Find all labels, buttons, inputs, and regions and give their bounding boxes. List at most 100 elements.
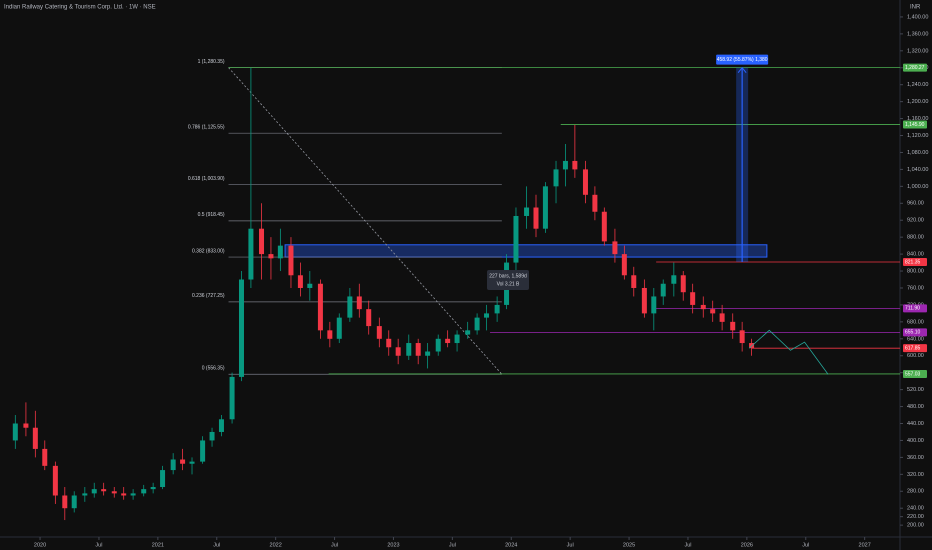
y-tick-label: 1,160.00 <box>907 116 928 122</box>
y-tick-label: 1,240.00 <box>907 82 928 88</box>
price-tag <box>903 328 927 337</box>
y-tick-label: 440.00 <box>907 421 924 427</box>
candle-body <box>248 228 254 280</box>
price-tag <box>903 369 927 378</box>
x-tick-label: Jul <box>331 542 338 548</box>
price-tag-label: 1,280.27 <box>905 65 925 71</box>
candle-body <box>130 493 136 496</box>
candle-body <box>425 351 431 356</box>
y-tick-label: 1,040.00 <box>907 167 928 173</box>
fib-label: 0.618 (1,003.90) <box>188 176 225 182</box>
candle-body <box>336 317 342 339</box>
projection-line <box>748 329 829 375</box>
y-tick-label: 920.00 <box>907 218 924 224</box>
candle-body <box>739 330 745 344</box>
candle-body <box>52 465 58 496</box>
y-tick-label: 520.00 <box>907 387 924 393</box>
candle-body <box>307 283 313 288</box>
y-tick-label: 200.00 <box>907 523 924 529</box>
candle-body <box>445 338 451 344</box>
candle-body <box>592 194 598 212</box>
candle-body <box>121 493 127 496</box>
candle-body <box>376 326 382 339</box>
y-tick-label: 1,360.00 <box>907 31 928 37</box>
candle-body <box>671 275 677 284</box>
candle-body <box>42 448 48 466</box>
candle-body <box>601 211 607 242</box>
candle-body <box>62 495 68 509</box>
y-tick-label: 360.00 <box>907 455 924 461</box>
candle-body <box>218 419 224 432</box>
candle-body <box>347 296 353 318</box>
candle-body <box>288 245 294 276</box>
candle-body <box>170 459 176 471</box>
candle-body <box>651 296 657 314</box>
y-tick-label: 1,080.00 <box>907 150 928 156</box>
candle-body <box>150 487 156 490</box>
candle-body <box>32 427 38 449</box>
trend-line <box>228 67 503 375</box>
arrow-head <box>737 66 747 73</box>
price-tag-label: 617.85 <box>905 346 921 352</box>
price-tag <box>903 344 927 353</box>
x-tick-label: 2024 <box>505 542 517 548</box>
candle-body <box>395 347 401 356</box>
x-tick-label: 2025 <box>623 542 635 548</box>
candle-body <box>141 489 147 494</box>
chart-title: Indian Railway Catering & Tourism Corp. … <box>4 5 156 11</box>
candle-body <box>238 279 244 377</box>
y-tick-label: 680.00 <box>907 319 924 325</box>
candle-body <box>562 160 568 170</box>
fib-label: 0 (556.35) <box>202 366 225 372</box>
candle-body <box>690 292 696 305</box>
x-tick-label: 2020 <box>34 542 46 548</box>
x-tick-label: Jul <box>802 542 809 548</box>
y-tick-label: 1,200.00 <box>907 99 928 105</box>
candle-body <box>23 423 29 428</box>
candle-body <box>82 493 88 496</box>
y-tick-label: 760.00 <box>907 285 924 291</box>
y-tick-label: 280.00 <box>907 489 924 495</box>
y-tick-label: 220.00 <box>907 514 924 520</box>
x-tick-label: 2022 <box>270 542 282 548</box>
candle-body <box>180 459 186 464</box>
price-tag <box>903 120 927 129</box>
fib-label: 1 (1,280.35) <box>198 59 225 65</box>
candle-body <box>386 338 392 348</box>
x-tick-label: 2021 <box>152 542 164 548</box>
candle-body <box>719 313 725 322</box>
candle-body <box>366 309 372 327</box>
candle-body <box>484 313 490 318</box>
candle-body <box>474 317 480 331</box>
tooltip-text: 227 bars, 1,589d <box>489 273 527 279</box>
candle-body <box>660 283 666 297</box>
y-tick-label: 640.00 <box>907 336 924 342</box>
y-tick-label: 600.00 <box>907 353 924 359</box>
y-tick-label: 240.00 <box>907 506 924 512</box>
candle-body <box>111 491 117 494</box>
tooltip-text: Vol 3.21 B <box>497 281 520 287</box>
candle-body <box>297 275 303 288</box>
measure-tag <box>716 54 769 65</box>
y-tick-label: 1,400.00 <box>907 14 928 20</box>
candle-body <box>641 287 647 314</box>
price-tag <box>903 304 927 313</box>
measure-label: 458.92 (55.87%) 1,380 <box>717 57 768 63</box>
price-tag-label: 557.03 <box>905 371 921 377</box>
candle-body <box>229 376 235 420</box>
price-tag <box>903 63 927 72</box>
x-tick-label: 2026 <box>741 542 753 548</box>
candle-body <box>612 241 618 255</box>
candle-body <box>101 489 107 492</box>
candle-body <box>710 309 716 314</box>
x-tick-label: Jul <box>213 542 220 548</box>
candle-body <box>91 489 97 494</box>
candle-body <box>700 304 706 310</box>
candle-body <box>465 330 471 335</box>
tooltip-box <box>487 270 529 290</box>
candle-body <box>542 186 548 229</box>
candle-body <box>259 228 265 255</box>
